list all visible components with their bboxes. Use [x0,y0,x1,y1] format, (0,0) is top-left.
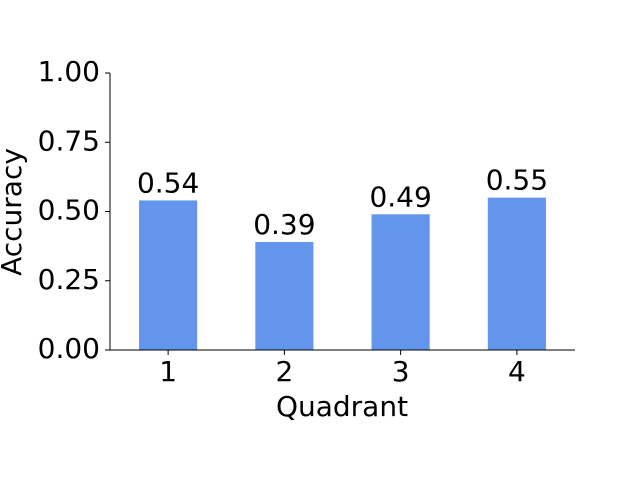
bar [139,200,198,350]
y-tick-label: 0.25 [38,263,100,296]
x-tick-label: 2 [275,355,293,388]
bar [487,197,546,350]
value-label: 0.54 [137,166,199,199]
y-tick-label: 1.00 [38,55,100,88]
bar [255,241,314,350]
y-axis-label: Accuracy [0,148,28,276]
y-tick-label: 0.75 [38,124,100,157]
y-tick-label: 0.00 [38,332,100,365]
x-tick-label: 4 [508,355,526,388]
x-axis-label: Quadrant [276,390,408,423]
value-label: 0.55 [486,164,548,197]
value-label: 0.49 [369,180,431,213]
value-label: 0.39 [253,208,315,241]
x-tick-label: 1 [159,355,177,388]
x-tick-label: 3 [392,355,410,388]
bar [371,214,430,350]
y-tick-label: 0.50 [38,194,100,227]
